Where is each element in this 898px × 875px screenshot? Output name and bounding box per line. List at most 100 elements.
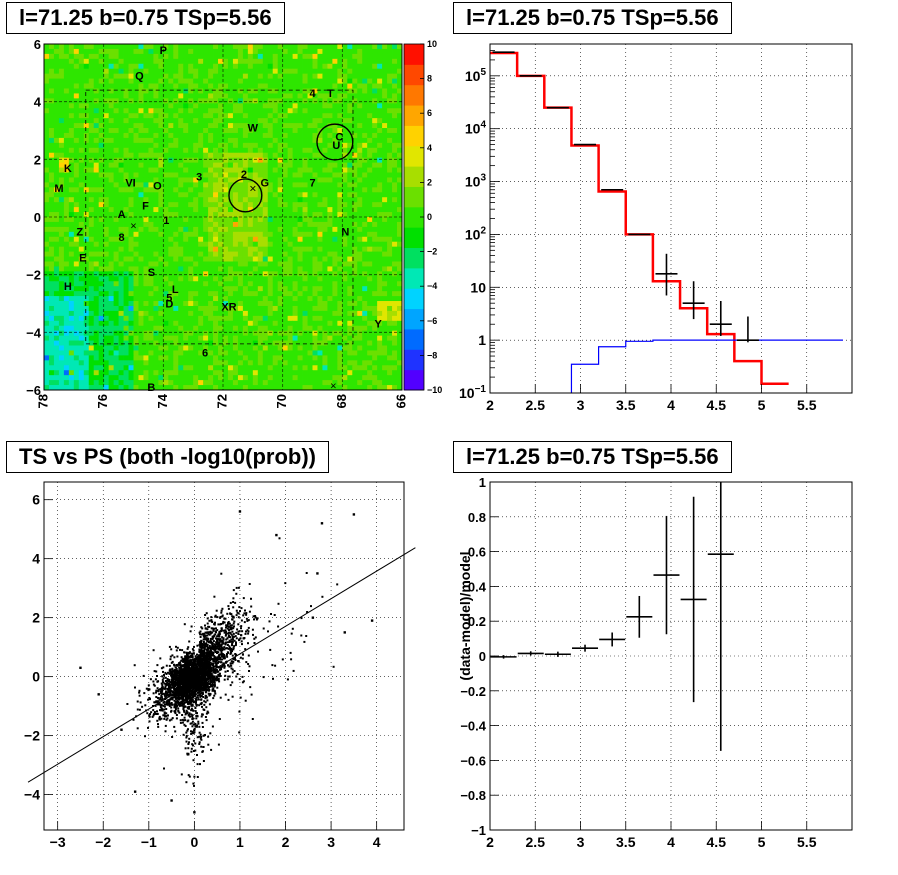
residual-y-tick-label: 0.4 xyxy=(468,579,487,594)
residual-x-tick-label: 4 xyxy=(667,834,675,850)
spectrum-y-tick-label: 10 xyxy=(470,279,486,295)
colorbar-swatch xyxy=(404,145,424,167)
source-label: L xyxy=(172,284,179,296)
map-x-tick-label: 68 xyxy=(334,394,349,408)
scatter-y-tick-label: −2 xyxy=(24,728,40,744)
residual-x-tick-label: 2 xyxy=(486,834,494,850)
colorbar-tick-label: 10 xyxy=(427,39,437,49)
map-y-tick-label: 2 xyxy=(34,152,41,167)
colorbar-tick-label: 4 xyxy=(427,143,432,153)
residual-y-tick-label: −0.8 xyxy=(460,788,486,803)
source-label: B xyxy=(147,382,155,394)
colorbar-tick-label: 0 xyxy=(427,212,432,222)
spectrum-y-tick-label: 10−1 xyxy=(459,384,486,401)
spectrum-y-tick-label: 103 xyxy=(465,173,487,190)
source-label: M xyxy=(54,183,63,195)
cross-marker: × xyxy=(130,221,136,233)
scatter-x-tick-label: 3 xyxy=(327,834,335,850)
scatter-outlier xyxy=(97,693,100,696)
colorbar-swatch xyxy=(404,267,424,289)
map-x-tick-label: 74 xyxy=(155,393,170,408)
map-title: l=71.25 b=0.75 TSp=5.56 xyxy=(6,2,285,34)
spectrum-y-tick-label: 102 xyxy=(465,225,487,242)
heatmap-cells xyxy=(44,44,403,391)
residual-y-tick-label: 0.2 xyxy=(468,614,486,629)
residual-y-tick-label: 0.8 xyxy=(468,510,486,525)
source-label: 7 xyxy=(309,177,315,189)
colorbar-tick-label: −8 xyxy=(427,350,437,360)
peak-marker: × xyxy=(249,181,256,195)
source-label: W xyxy=(248,123,259,135)
scatter-fit-line xyxy=(27,547,416,783)
residual-y-tick-label: −0.4 xyxy=(460,719,486,734)
map-x-tick-label: 70 xyxy=(274,394,289,408)
spectrum-x-tick-label: 5.5 xyxy=(797,397,817,413)
source-label: 1 xyxy=(163,215,169,227)
map-frame xyxy=(43,43,403,391)
spectrum-title: l=71.25 b=0.75 TSp=5.56 xyxy=(453,2,732,34)
source-label: Q xyxy=(135,71,144,83)
scatter-y-tick-label: 6 xyxy=(32,492,40,508)
scatter-outlier xyxy=(316,572,319,575)
source-label: 8 xyxy=(119,232,125,244)
scatter-outlier xyxy=(193,811,196,814)
residual-y-tick-label: −0.2 xyxy=(460,684,486,699)
source-label: C xyxy=(335,131,343,143)
map-y-tick-label: 4 xyxy=(34,95,42,110)
spectrum-y-tick-label: 105 xyxy=(465,67,487,84)
source-label: 3 xyxy=(196,172,202,184)
residual-title: l=71.25 b=0.75 TSp=5.56 xyxy=(453,441,732,473)
scatter-x-tick-label: 0 xyxy=(190,834,198,850)
residual-x-tick-label: 2.5 xyxy=(526,834,546,850)
map-y-tick-label: −4 xyxy=(26,325,42,340)
colorbar-swatch xyxy=(404,125,424,147)
background-step-line xyxy=(570,339,843,393)
source-label: 6 xyxy=(202,348,208,360)
scatter-frame xyxy=(43,481,405,831)
spectrum-x-tick-label: 2.5 xyxy=(526,397,546,413)
map-y-tick-label: −6 xyxy=(26,383,41,398)
colorbar-swatch xyxy=(404,44,424,65)
scatter-x-tick-label: −1 xyxy=(141,834,157,850)
source-label: 4 xyxy=(309,88,316,100)
scatter-outlier xyxy=(275,533,278,537)
scatter-outlier xyxy=(352,513,356,516)
source-label: Z xyxy=(76,226,83,238)
source-label: E xyxy=(79,252,86,264)
residual-y-axis-label: (data-model)/model xyxy=(457,551,473,680)
spectrum-panel: 2 2.5 3 3.5 4 4.5 5 5.5 10−1 1 10 102 103 104 105 xyxy=(459,43,853,413)
colorbar-swatch xyxy=(404,166,424,187)
source-label: K xyxy=(64,163,72,175)
residual-x-tick-label: 4.5 xyxy=(707,834,727,850)
scatter-x-tick-label: −3 xyxy=(50,834,66,850)
colorbar-swatch xyxy=(404,105,424,126)
scatter-outlier xyxy=(343,631,346,634)
source-circle xyxy=(316,123,354,161)
source-label: A xyxy=(118,209,126,221)
scatter-outlier xyxy=(120,728,123,731)
source-label: S xyxy=(148,267,155,279)
source-label: H xyxy=(64,281,72,293)
map-y-tick-label: −2 xyxy=(26,268,41,283)
scatter-x-tick-label: 2 xyxy=(282,834,290,850)
colorbar-tick-label: 8 xyxy=(427,74,432,84)
scatter-panel: −3 −2 −1 0 1 2 3 4 −4 −2 0 2 4 6 xyxy=(24,481,416,850)
colorbar-tick-label: −4 xyxy=(427,281,437,291)
map-x-tick-label: 76 xyxy=(95,394,110,408)
colorbar-tick-label: −6 xyxy=(427,316,437,326)
residual-x-tick-label: 5.5 xyxy=(797,834,817,850)
map-x-tick-label: 72 xyxy=(214,394,229,408)
scatter-y-tick-label: 2 xyxy=(32,610,40,626)
source-label: G xyxy=(260,177,269,189)
scatter-outlier xyxy=(238,510,242,513)
residual-y-tick-label: −1 xyxy=(471,823,486,838)
source-circle xyxy=(228,178,263,213)
map-y-tick-label: 0 xyxy=(34,210,41,225)
colorbar-swatch xyxy=(404,227,424,249)
source-label: N xyxy=(341,226,349,238)
source-label: U xyxy=(332,140,340,152)
spectrum-x-tick-label: 2 xyxy=(486,397,494,413)
colorbar-swatch xyxy=(404,369,424,391)
scatter-y-tick-label: 0 xyxy=(32,669,40,685)
